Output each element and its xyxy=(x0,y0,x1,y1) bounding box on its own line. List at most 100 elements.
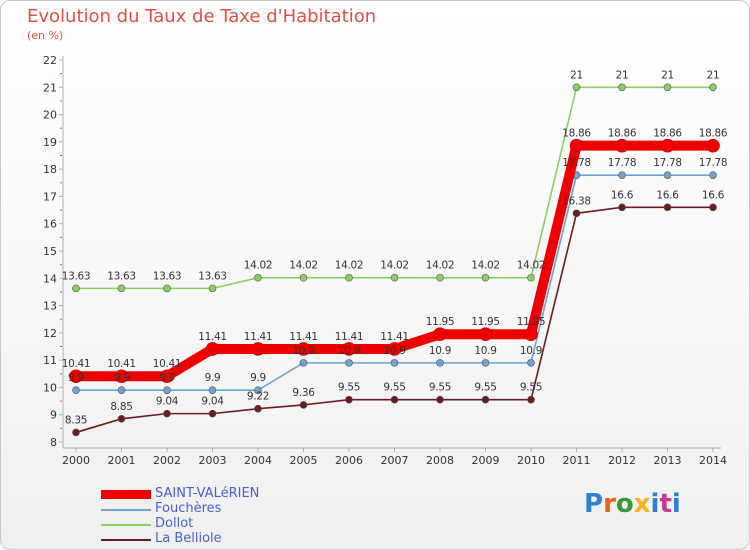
data-label-foucheres: 17.78 xyxy=(699,157,728,169)
y-tick-label: 18 xyxy=(43,163,57,176)
data-point-saint-valerien xyxy=(251,342,265,356)
data-point-la-belliole xyxy=(163,409,171,418)
data-point-dollot xyxy=(709,83,717,92)
y-tick-label: 13 xyxy=(43,300,57,313)
x-tick-label: 2009 xyxy=(472,454,500,467)
data-point-la-belliole xyxy=(436,395,444,404)
data-label-dollot: 14.02 xyxy=(335,260,364,272)
legend-swatch xyxy=(101,509,151,511)
y-tick-label: 14 xyxy=(43,272,57,285)
data-label-foucheres: 10.9 xyxy=(383,345,405,357)
data-point-la-belliole xyxy=(481,395,490,404)
data-point-saint-valerien xyxy=(569,138,584,153)
data-point-saint-valerien xyxy=(342,342,356,356)
data-point-foucheres xyxy=(618,171,626,179)
x-tick-label: 2008 xyxy=(426,454,454,467)
y-tick-label: 8 xyxy=(50,436,57,449)
logo-letter: P xyxy=(584,489,604,519)
data-label-foucheres: 17.78 xyxy=(562,157,591,169)
data-label-foucheres: 10.9 xyxy=(338,345,360,357)
x-tick-label: 2011 xyxy=(563,454,591,467)
x-tick-label: 2004 xyxy=(244,454,272,467)
chart-title: Evolution du Taux de Taxe d'Habitation xyxy=(27,6,377,27)
data-label-la-belliole: 9.04 xyxy=(201,396,224,408)
data-label-saint-valerien: 11.95 xyxy=(426,316,455,328)
data-point-saint-valerien xyxy=(478,327,493,342)
data-label-dollot: 13.63 xyxy=(153,270,182,282)
data-label-dollot: 21 xyxy=(616,69,629,81)
data-label-saint-valerien: 18.86 xyxy=(653,128,682,140)
data-point-saint-valerien xyxy=(114,369,129,384)
data-label-saint-valerien: 11.41 xyxy=(380,331,409,343)
data-label-foucheres: 9.9 xyxy=(68,372,84,384)
logo-letter: o xyxy=(615,489,634,519)
logo-letter: i xyxy=(671,489,681,519)
data-label-saint-valerien: 11.41 xyxy=(289,331,318,343)
data-label-dollot: 14.02 xyxy=(517,260,546,272)
legend-swatch xyxy=(101,539,151,541)
logo-letter: i xyxy=(650,489,660,519)
data-point-saint-valerien xyxy=(160,369,174,384)
data-label-saint-valerien: 11.95 xyxy=(471,316,500,328)
data-label-saint-valerien: 11.41 xyxy=(198,331,227,343)
data-point-la-belliole xyxy=(299,401,308,409)
data-label-la-belliole: 9.55 xyxy=(520,382,542,394)
data-point-dollot xyxy=(481,273,490,282)
y-tick-label: 16 xyxy=(43,218,57,231)
data-label-foucheres: 10.9 xyxy=(474,345,496,357)
data-label-dollot: 21 xyxy=(570,69,583,81)
y-tick-label: 17 xyxy=(43,190,57,203)
y-tick-label: 12 xyxy=(43,327,57,340)
data-point-la-belliole xyxy=(527,395,535,404)
data-label-foucheres: 9.9 xyxy=(205,372,221,384)
data-label-dollot: 14.02 xyxy=(471,260,500,272)
data-label-dollot: 21 xyxy=(661,69,674,81)
data-point-foucheres xyxy=(709,171,717,179)
data-label-la-belliole: 9.04 xyxy=(156,396,179,408)
data-label-saint-valerien: 10.41 xyxy=(107,358,136,370)
data-point-la-belliole xyxy=(117,415,126,423)
data-label-saint-valerien: 10.41 xyxy=(62,358,91,370)
data-label-la-belliole: 8.85 xyxy=(110,401,132,413)
data-label-dollot: 13.63 xyxy=(62,270,91,282)
data-label-la-belliole: 9.55 xyxy=(338,382,360,394)
data-label-dollot: 14.02 xyxy=(244,260,273,272)
series-line-dollot xyxy=(75,86,714,290)
data-label-saint-valerien: 11.41 xyxy=(335,331,364,343)
data-label-la-belliole: 9.36 xyxy=(292,387,315,399)
data-label-saint-valerien: 18.86 xyxy=(608,128,637,140)
data-point-dollot xyxy=(72,284,80,293)
data-point-la-belliole xyxy=(572,209,581,218)
data-label-foucheres: 17.78 xyxy=(608,157,637,169)
data-point-dollot xyxy=(117,284,126,293)
data-label-saint-valerien: 11.95 xyxy=(517,316,546,328)
x-tick-label: 2012 xyxy=(608,454,636,467)
data-point-la-belliole xyxy=(709,203,717,212)
legend-swatch xyxy=(101,524,151,526)
logo-letter: t xyxy=(659,489,672,519)
legend-label: Dollot xyxy=(155,516,194,531)
data-label-foucheres: 9.9 xyxy=(250,372,266,384)
data-point-foucheres xyxy=(163,386,171,394)
data-label-foucheres: 9.9 xyxy=(114,372,130,384)
y-tick-label: 19 xyxy=(43,136,57,149)
y-tick-label: 20 xyxy=(43,109,57,122)
data-point-dollot xyxy=(618,83,626,92)
data-point-foucheres xyxy=(254,386,262,394)
data-point-saint-valerien xyxy=(69,369,83,384)
data-point-saint-valerien xyxy=(615,138,629,153)
data-point-foucheres xyxy=(117,386,126,394)
data-point-dollot xyxy=(163,284,171,293)
data-point-dollot xyxy=(345,273,353,282)
data-label-la-belliole: 16.38 xyxy=(562,195,591,207)
data-point-foucheres xyxy=(72,386,80,394)
data-label-foucheres: 10.9 xyxy=(429,345,451,357)
data-point-dollot xyxy=(299,273,308,282)
data-point-dollot xyxy=(436,273,444,282)
data-label-la-belliole: 9.55 xyxy=(429,382,451,394)
data-point-la-belliole xyxy=(254,404,262,413)
data-label-dollot: 13.63 xyxy=(107,270,136,282)
data-point-saint-valerien xyxy=(660,138,675,153)
data-point-foucheres xyxy=(208,386,217,394)
